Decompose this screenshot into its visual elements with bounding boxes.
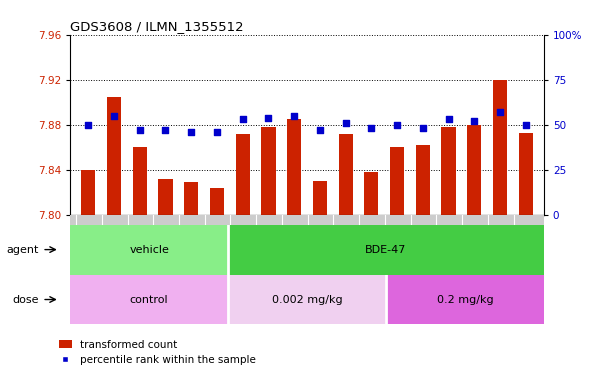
Point — [289, 113, 299, 119]
Bar — [467, 125, 481, 215]
Bar — [313, 181, 327, 215]
Point — [315, 127, 325, 133]
Point — [367, 125, 376, 131]
Text: BDE-47: BDE-47 — [365, 245, 407, 255]
Point — [212, 129, 222, 135]
Point — [238, 116, 247, 122]
Point — [418, 125, 428, 131]
Bar — [158, 179, 172, 215]
Text: agent: agent — [6, 245, 38, 255]
Text: vehicle: vehicle — [130, 245, 169, 255]
Text: dose: dose — [12, 295, 38, 305]
Point — [521, 122, 531, 128]
Bar — [228, 275, 386, 324]
Bar — [519, 133, 533, 215]
Point — [495, 109, 505, 115]
Bar — [386, 275, 544, 324]
Point — [263, 114, 273, 121]
Text: 0.002 mg/kg: 0.002 mg/kg — [272, 295, 342, 305]
Text: 0.2 mg/kg: 0.2 mg/kg — [436, 295, 493, 305]
Text: GDS3608 / ILMN_1355512: GDS3608 / ILMN_1355512 — [70, 20, 244, 33]
Bar — [81, 170, 95, 215]
Bar — [236, 134, 250, 215]
Point — [186, 129, 196, 135]
Bar — [133, 147, 147, 215]
Bar — [415, 145, 430, 215]
Bar — [442, 127, 456, 215]
Bar — [184, 182, 199, 215]
Bar — [70, 225, 228, 275]
Text: control: control — [130, 295, 169, 305]
Point — [469, 118, 479, 124]
Bar — [228, 225, 544, 275]
Point — [135, 127, 145, 133]
Bar — [493, 80, 507, 215]
Bar — [262, 127, 276, 215]
Point — [392, 122, 402, 128]
Bar — [287, 119, 301, 215]
Bar — [107, 97, 121, 215]
Point — [341, 120, 351, 126]
Bar — [390, 147, 404, 215]
Bar — [364, 172, 378, 215]
Bar — [338, 134, 353, 215]
Point — [444, 116, 453, 122]
Point — [83, 122, 93, 128]
Point — [161, 127, 170, 133]
Point — [109, 113, 119, 119]
Legend: transformed count, percentile rank within the sample: transformed count, percentile rank withi… — [55, 336, 260, 369]
Bar — [210, 188, 224, 215]
Bar — [70, 275, 228, 324]
